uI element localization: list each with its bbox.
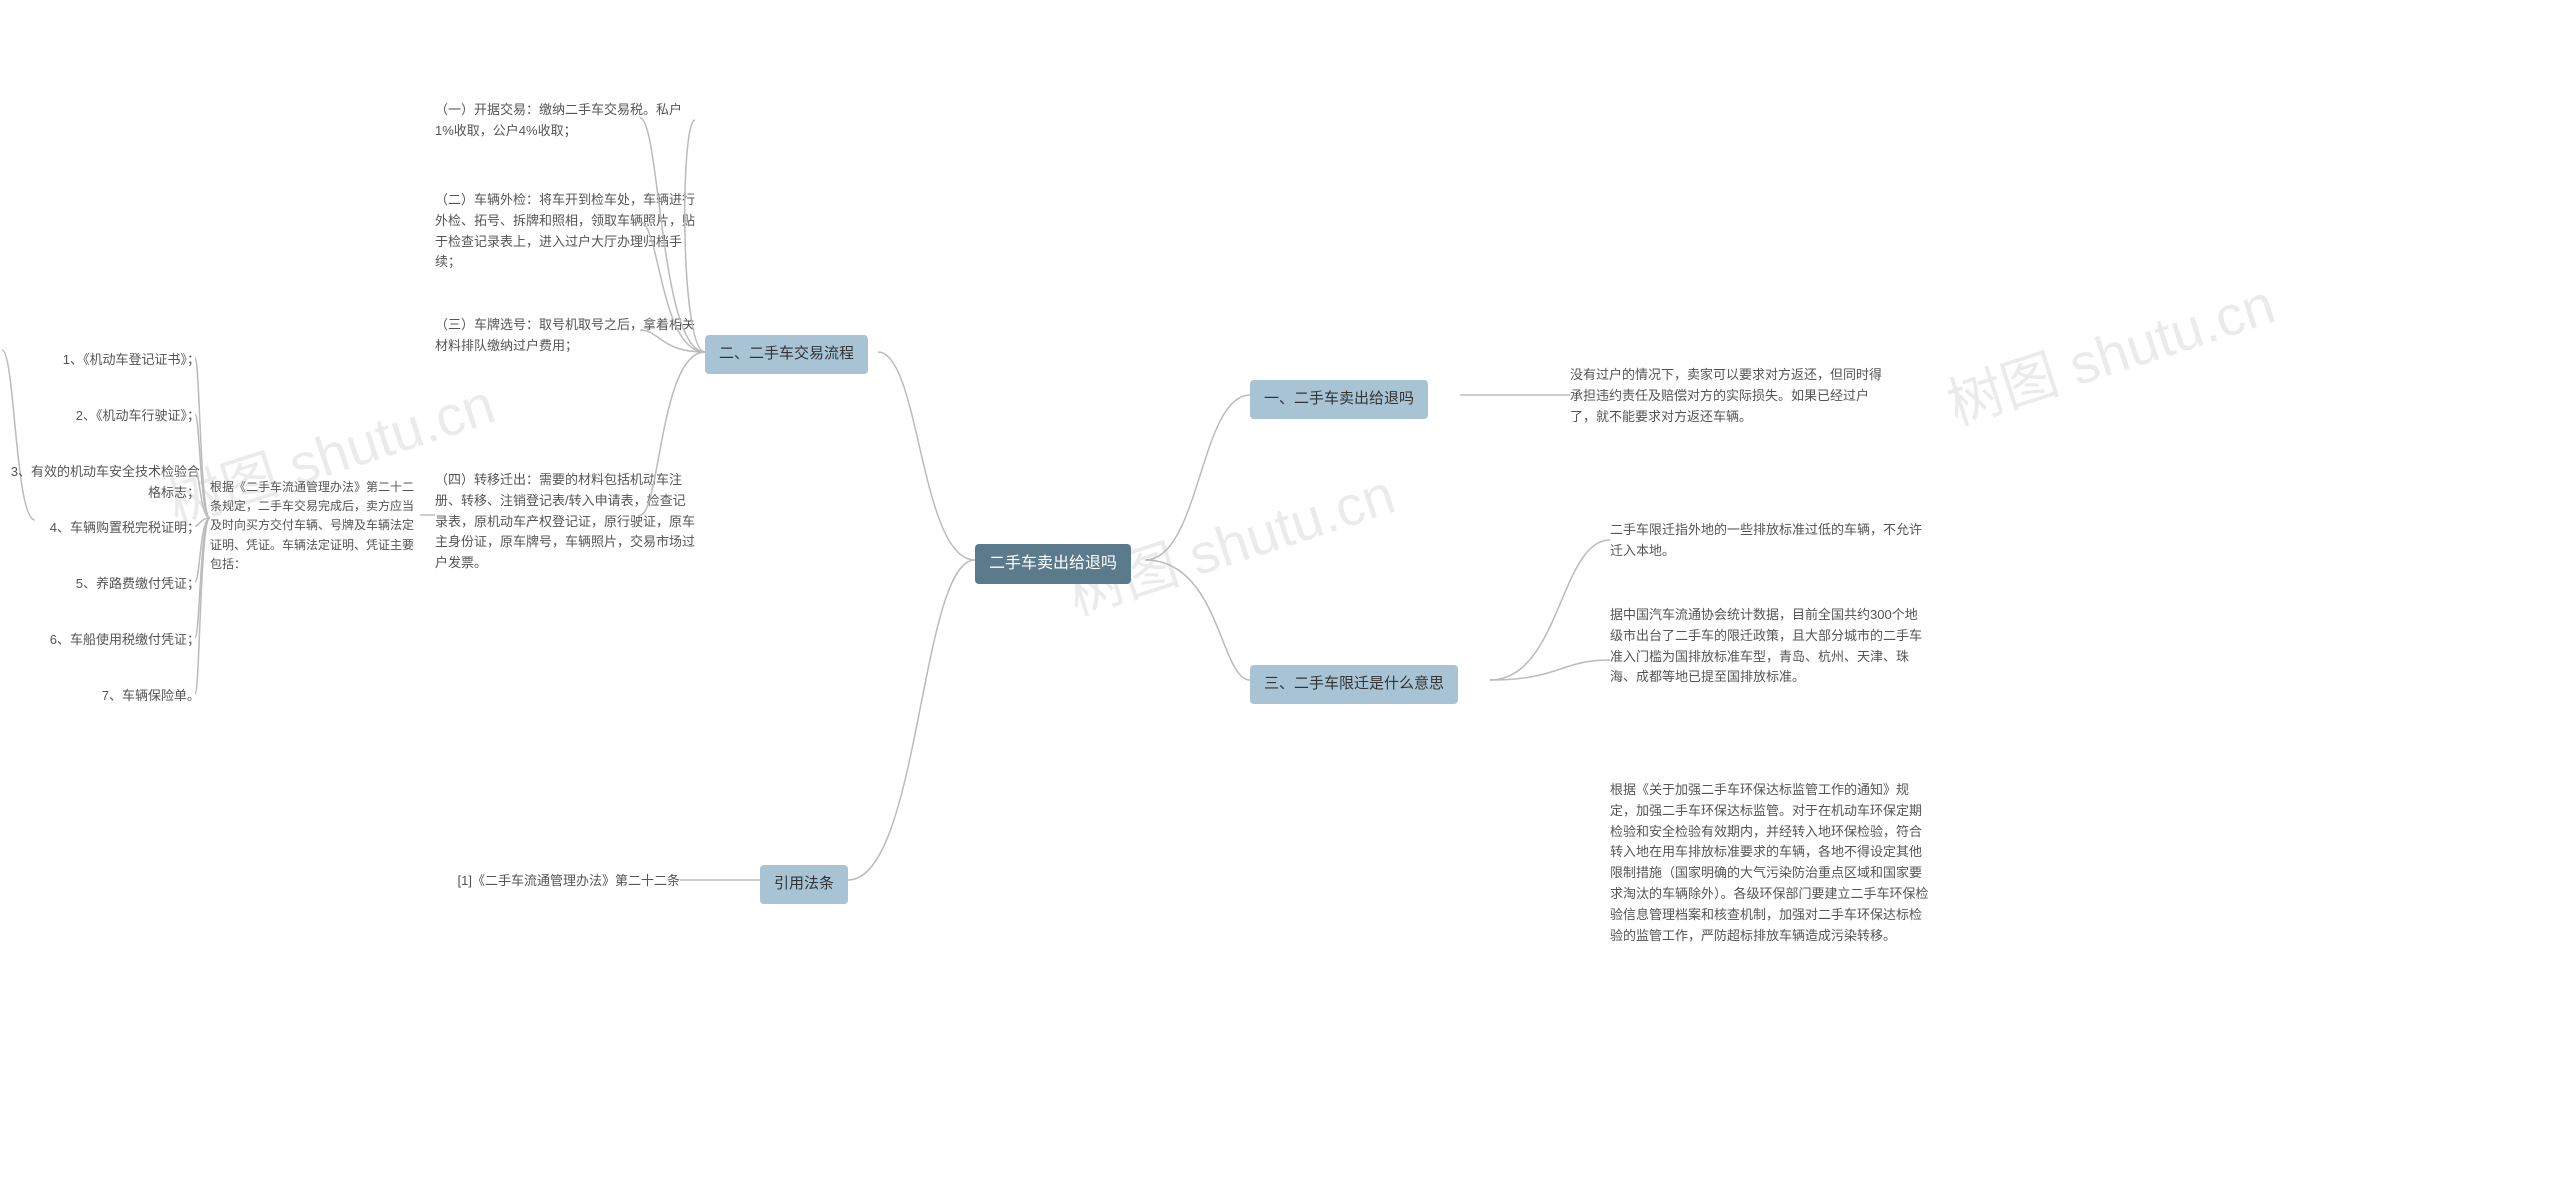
- root-node: 二手车卖出给退吗: [975, 544, 1131, 584]
- branch-2-leaf-2: （三）车牌选号：取号机取号之后，拿着相关材料排队缴纳过户费用；: [435, 315, 695, 357]
- branch-2-leaf-0: （一）开据交易：缴纳二手车交易税。私户1%收取，公户4%收取；: [435, 100, 695, 142]
- left-connectors-clean: [0, 0, 2560, 1204]
- branch-4: 引用法条: [760, 865, 848, 904]
- watermark: 树图 shutu.cn: [1056, 450, 1404, 632]
- branch-4-leaf-0: [1]《二手车流通管理办法》第二十二条: [400, 871, 680, 892]
- branch-3-leaf-0: 二手车限迁指外地的一些排放标准过低的车辆，不允许迁入本地。: [1610, 520, 1930, 562]
- branch-2-leaf-3: （四）转移迁出：需要的材料包括机动车注册、转移、注销登记表/转入申请表，检查记录…: [435, 470, 695, 574]
- sub-item-1: 2、《机动车行驶证》；: [0, 406, 200, 427]
- branch-1: 一、二手车卖出给退吗: [1250, 380, 1428, 419]
- branch-2-label: 二、二手车交易流程: [705, 335, 868, 374]
- branch-1-leaf-0: 没有过户的情况下，卖家可以要求对方返还，但同时得承担违约责任及赔偿对方的实际损失…: [1570, 365, 1890, 427]
- branch-4-label: 引用法条: [760, 865, 848, 904]
- sub-item-5: 6、车船使用税缴付凭证；: [0, 630, 200, 651]
- sub-item-6: 7、车辆保险单。: [0, 686, 200, 707]
- branch-2: 二、二手车交易流程: [705, 335, 868, 374]
- branch-3-leaf-1: 据中国汽车流通协会统计数据，目前全国共约300个地级市出台了二手车的限迁政策，且…: [1610, 605, 1930, 688]
- branch-3: 三、二手车限迁是什么意思: [1250, 665, 1458, 704]
- branch-2-sub-label: 根据《二手车流通管理办法》第二十二条规定，二手车交易完成后，卖方应当及时向买方交…: [210, 478, 420, 574]
- watermark: 树图 shutu.cn: [1936, 260, 2284, 442]
- connectors-svg: [0, 0, 2560, 1204]
- root-left-clean: [0, 0, 2560, 1204]
- sub-item-4: 5、养路费缴付凭证；: [0, 574, 200, 595]
- sub-item-3: 4、车辆购置税完税证明；: [0, 518, 200, 539]
- branch-3-leaf-2: 根据《关于加强二手车环保达标监管工作的通知》规定，加强二手车环保达标监管。对于在…: [1610, 780, 1930, 946]
- branch-2-leaf-1: （二）车辆外检：将车开到检车处，车辆进行外检、拓号、拆牌和照相，领取车辆照片，贴…: [435, 190, 695, 273]
- root-label: 二手车卖出给退吗: [975, 544, 1131, 584]
- sub-item-0: 1、《机动车登记证书》；: [0, 350, 200, 371]
- branch-1-label: 一、二手车卖出给退吗: [1250, 380, 1428, 419]
- sub-item-2: 3、有效的机动车安全技术检验合格标志；: [0, 462, 200, 504]
- branch-3-label: 三、二手车限迁是什么意思: [1250, 665, 1458, 704]
